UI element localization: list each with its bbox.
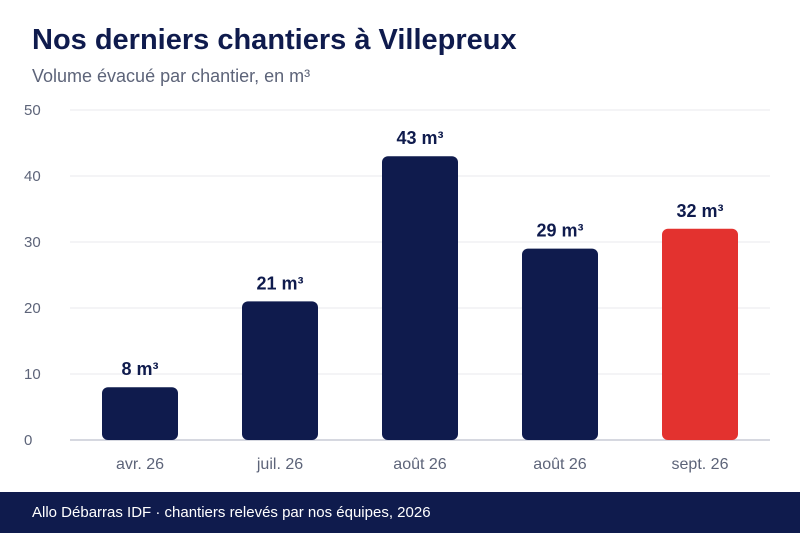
y-tick-label: 40 <box>24 168 41 185</box>
y-tick-label: 50 <box>24 102 41 119</box>
footer-source-text: Allo Débarras IDF · chantiers relevés pa… <box>32 504 431 521</box>
bars <box>102 156 738 440</box>
y-tick-label: 0 <box>24 432 32 449</box>
chart-subtitle: Volume évacué par chantier, en m³ <box>32 66 311 86</box>
x-tick-label: août 26 <box>533 456 586 473</box>
bar <box>102 387 178 440</box>
bar <box>662 228 738 440</box>
y-tick-label: 10 <box>24 366 41 383</box>
bar <box>382 156 458 440</box>
y-tick-label: 20 <box>24 300 41 317</box>
bar <box>242 301 318 440</box>
chart-title: Nos derniers chantiers à Villepreux <box>32 24 517 56</box>
y-tick-label: 30 <box>24 234 41 251</box>
bar-value-label: 8 m³ <box>121 359 158 379</box>
bar-value-label: 29 m³ <box>536 221 583 241</box>
x-tick-label: sept. 26 <box>672 456 729 473</box>
y-axis-ticks: 0 10 20 30 40 50 <box>24 102 41 449</box>
x-tick-label: août 26 <box>393 456 446 473</box>
bar-value-label: 43 m³ <box>396 128 443 148</box>
x-tick-label: juil. 26 <box>256 456 303 473</box>
value-labels: 8 m³ 21 m³ 43 m³ 29 m³ 32 m³ <box>121 128 723 379</box>
x-tick-label: avr. 26 <box>116 456 164 473</box>
bar-value-label: 32 m³ <box>676 201 723 221</box>
bar <box>522 248 598 440</box>
bar-value-label: 21 m³ <box>256 273 303 293</box>
footer-bar: Allo Débarras IDF · chantiers relevés pa… <box>0 492 800 533</box>
x-axis-ticks: avr. 26 juil. 26 août 26 août 26 sept. 26 <box>116 456 729 473</box>
bar-chart: 0 10 20 30 40 50 8 m³ 21 m³ 43 m³ 29 m³ 32 m³ avr… <box>24 102 770 473</box>
